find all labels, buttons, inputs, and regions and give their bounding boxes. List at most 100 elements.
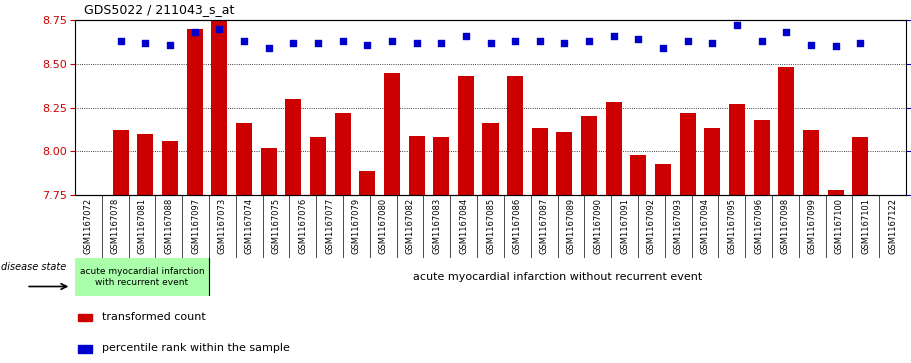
Bar xyxy=(78,314,92,322)
Point xyxy=(483,40,497,46)
Text: GSM1167122: GSM1167122 xyxy=(888,197,897,253)
Point xyxy=(138,40,153,46)
Text: GSM1167076: GSM1167076 xyxy=(299,197,307,254)
Point xyxy=(384,38,399,44)
Point xyxy=(828,43,843,49)
Point xyxy=(681,38,695,44)
Text: GSM1167077: GSM1167077 xyxy=(325,197,334,254)
Text: GSM1167080: GSM1167080 xyxy=(379,197,388,254)
Point xyxy=(434,40,448,46)
Point xyxy=(507,38,522,44)
Point xyxy=(237,38,251,44)
Text: GSM1167096: GSM1167096 xyxy=(754,197,763,254)
Point xyxy=(730,23,744,28)
Point xyxy=(311,40,325,46)
Bar xyxy=(236,123,252,195)
Text: GSM1167072: GSM1167072 xyxy=(84,197,93,254)
Bar xyxy=(827,190,844,195)
Point xyxy=(188,29,202,35)
Bar xyxy=(285,99,302,195)
Text: GSM1167074: GSM1167074 xyxy=(245,197,254,254)
Point xyxy=(804,42,818,48)
Text: GSM1167088: GSM1167088 xyxy=(164,197,173,254)
Bar xyxy=(581,116,597,195)
Text: GSM1167086: GSM1167086 xyxy=(513,197,522,254)
Bar xyxy=(532,129,548,195)
Text: GSM1167079: GSM1167079 xyxy=(352,197,361,254)
Text: GSM1167085: GSM1167085 xyxy=(486,197,495,254)
Point xyxy=(582,38,597,44)
Text: GSM1167101: GSM1167101 xyxy=(861,197,870,253)
Bar xyxy=(606,102,621,195)
Point xyxy=(754,38,769,44)
Text: GSM1167098: GSM1167098 xyxy=(781,197,790,254)
Bar xyxy=(384,73,400,195)
Text: acute myocardial infarction
with recurrent event: acute myocardial infarction with recurre… xyxy=(79,267,204,287)
Point xyxy=(409,40,424,46)
Text: GSM1167090: GSM1167090 xyxy=(593,197,602,253)
Point xyxy=(558,40,572,46)
Bar xyxy=(458,76,474,195)
Text: GSM1167083: GSM1167083 xyxy=(433,197,442,254)
Point xyxy=(212,26,227,32)
Text: GSM1167087: GSM1167087 xyxy=(539,197,548,254)
Bar xyxy=(334,113,351,195)
Bar xyxy=(138,134,153,195)
Bar xyxy=(75,258,209,296)
Point xyxy=(656,45,670,51)
Bar xyxy=(630,155,647,195)
Bar xyxy=(211,20,228,195)
Text: GSM1167073: GSM1167073 xyxy=(218,197,227,254)
Bar xyxy=(78,346,92,353)
Point xyxy=(607,33,621,38)
Bar xyxy=(310,137,326,195)
Bar xyxy=(507,76,523,195)
Point xyxy=(335,38,350,44)
Text: GSM1167078: GSM1167078 xyxy=(111,197,119,254)
Bar xyxy=(557,132,572,195)
Bar xyxy=(852,137,868,195)
Bar xyxy=(434,137,449,195)
Bar xyxy=(753,120,770,195)
Point xyxy=(163,42,178,48)
Text: GSM1167100: GSM1167100 xyxy=(834,197,844,253)
Text: acute myocardial infarction without recurrent event: acute myocardial infarction without recu… xyxy=(413,272,702,282)
Bar xyxy=(408,135,425,195)
Text: GSM1167097: GSM1167097 xyxy=(191,197,200,254)
Text: disease state: disease state xyxy=(1,262,67,273)
Bar xyxy=(261,148,277,195)
Text: GSM1167099: GSM1167099 xyxy=(808,197,816,253)
Text: transformed count: transformed count xyxy=(102,312,205,322)
Bar xyxy=(655,163,671,195)
Bar xyxy=(162,141,178,195)
Bar xyxy=(680,113,696,195)
Text: GSM1167082: GSM1167082 xyxy=(405,197,415,254)
Text: GDS5022 / 211043_s_at: GDS5022 / 211043_s_at xyxy=(84,3,234,16)
Text: GSM1167095: GSM1167095 xyxy=(727,197,736,253)
Bar xyxy=(803,130,819,195)
Point xyxy=(533,38,548,44)
Point xyxy=(360,42,374,48)
Text: GSM1167093: GSM1167093 xyxy=(673,197,682,254)
Bar xyxy=(187,29,203,195)
Bar xyxy=(359,171,375,195)
Text: GSM1167081: GSM1167081 xyxy=(138,197,147,254)
Text: GSM1167084: GSM1167084 xyxy=(459,197,468,254)
Bar xyxy=(729,104,745,195)
Bar xyxy=(483,123,498,195)
Point xyxy=(779,29,793,35)
Text: GSM1167091: GSM1167091 xyxy=(620,197,629,253)
Point xyxy=(286,40,301,46)
Text: GSM1167094: GSM1167094 xyxy=(701,197,710,253)
Point xyxy=(261,45,276,51)
Text: GSM1167075: GSM1167075 xyxy=(271,197,281,254)
Point xyxy=(853,40,867,46)
Point xyxy=(114,38,128,44)
Bar xyxy=(113,130,128,195)
Text: GSM1167089: GSM1167089 xyxy=(567,197,576,254)
Point xyxy=(705,40,720,46)
Point xyxy=(631,36,646,42)
Bar xyxy=(704,129,721,195)
Bar xyxy=(778,67,794,195)
Point xyxy=(458,33,473,38)
